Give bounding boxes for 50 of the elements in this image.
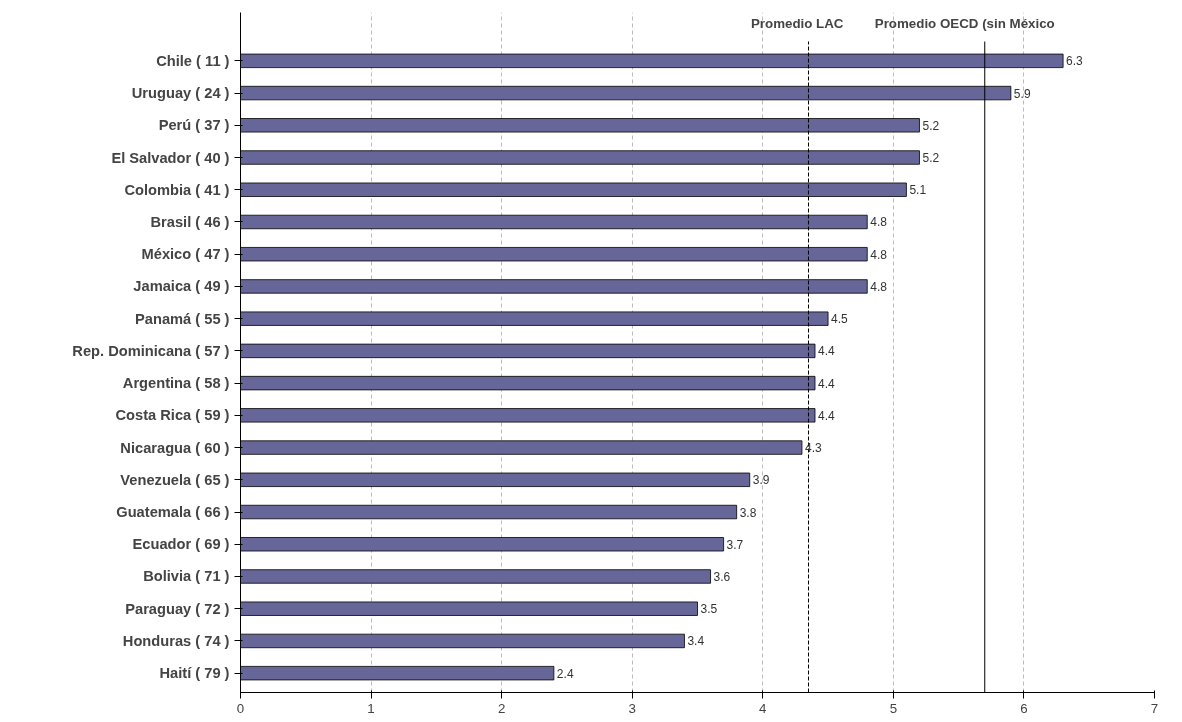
data-label: 5.2 [922, 151, 940, 166]
data-label: 4.8 [870, 247, 888, 262]
data-label: 3.4 [687, 634, 705, 649]
y-tick-label: Perú ( 37 ) [158, 117, 230, 134]
data-label: 3.5 [700, 602, 718, 617]
y-tick-label: Costa Rica ( 59 ) [115, 407, 230, 424]
data-label: 5.9 [1013, 86, 1031, 101]
data-label: 2.4 [556, 666, 574, 681]
data-label: 3.6 [713, 569, 731, 584]
y-tick-label: Venezuela ( 65 ) [120, 471, 230, 488]
y-tick-label: Ecuador ( 69 ) [132, 536, 230, 553]
x-tick-label: 0 [236, 700, 245, 716]
y-tick-label: Guatemala ( 66 ) [116, 504, 230, 521]
data-label: 4.8 [870, 215, 888, 230]
x-tick-label: 5 [889, 700, 898, 716]
y-tick-label: Paraguay ( 72 ) [125, 600, 230, 617]
y-tick-label: Uruguay ( 24 ) [131, 85, 230, 102]
y-tick-label: Nicaragua ( 60 ) [120, 439, 230, 456]
y-tick-label: Honduras ( 74 ) [122, 632, 230, 649]
data-label: 4.4 [818, 376, 836, 391]
data-label: 3.9 [752, 473, 770, 488]
y-tick-label: Panamá ( 55 ) [135, 310, 230, 327]
y-tick-label: Chile ( 11 ) [156, 52, 230, 69]
x-tick-label: 7 [1150, 700, 1159, 716]
data-label: 4.4 [818, 344, 836, 359]
y-tick-label: Brasil ( 46 ) [150, 213, 230, 230]
data-label: 6.3 [1066, 54, 1084, 69]
y-tick-label: El Salvador ( 40 ) [111, 149, 230, 166]
x-tick-label: 1 [367, 700, 375, 716]
x-tick-label: 6 [1020, 700, 1028, 716]
ref-line-label: Promedio OECD (sin México [874, 16, 1055, 31]
data-label: 4.4 [818, 408, 836, 423]
ref-line-label: Promedio LAC [750, 16, 844, 31]
data-label: 4.3 [804, 441, 822, 456]
data-label: 5.2 [922, 118, 940, 133]
y-tick-label: Jamaica ( 49 ) [133, 278, 230, 295]
x-tick-label: 2 [497, 700, 506, 716]
data-label: 4.5 [831, 312, 849, 327]
y-tick-label: México ( 47 ) [141, 246, 230, 263]
data-label: 5.1 [909, 183, 927, 198]
x-tick-label: 4 [759, 700, 768, 716]
data-label: 3.8 [739, 505, 757, 520]
y-tick-label: Argentina ( 58 ) [122, 375, 230, 392]
y-tick-label: Rep. Dominicana ( 57 ) [72, 342, 230, 359]
y-tick-label: Bolivia ( 71 ) [143, 568, 230, 585]
y-tick-label: Colombia ( 41 ) [124, 181, 230, 198]
x-tick-label: 3 [628, 700, 636, 716]
data-label: 3.7 [726, 537, 744, 552]
y-tick-label: Haití ( 79 ) [159, 665, 230, 682]
data-label: 4.8 [870, 279, 888, 294]
